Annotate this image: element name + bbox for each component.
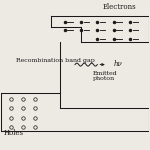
Text: Recombination band gap: Recombination band gap <box>16 58 94 63</box>
Text: Holes: Holes <box>4 129 24 137</box>
Text: Emitted
photon: Emitted photon <box>93 70 118 81</box>
Text: hν: hν <box>114 60 122 68</box>
Text: Electrons: Electrons <box>103 3 136 11</box>
